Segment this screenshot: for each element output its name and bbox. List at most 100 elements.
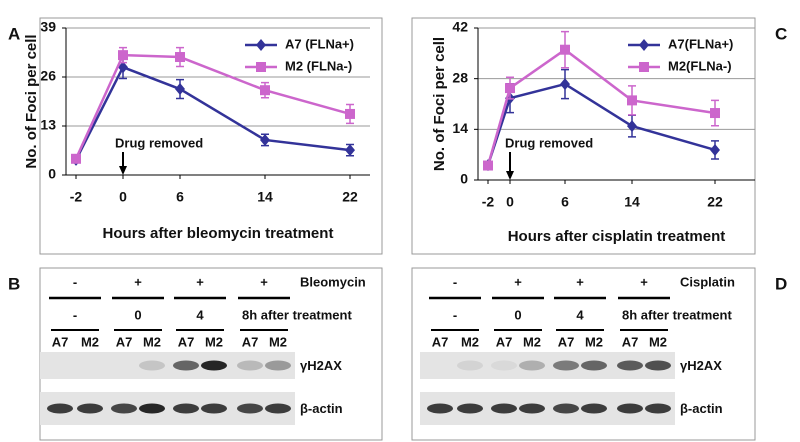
treatment-sign: -: [453, 274, 457, 289]
x-axis-label: Hours after bleomycin treatment: [103, 225, 334, 242]
x-tick-label: -2: [482, 194, 495, 210]
timepoint: 0: [514, 307, 521, 322]
data-point: [260, 133, 270, 146]
lane-label: M2: [523, 334, 541, 349]
blot-band: [265, 360, 291, 371]
y-axis-label: No. of Foci per cell: [23, 34, 40, 168]
panel-label: B: [8, 274, 20, 293]
blot-band: [139, 403, 165, 414]
treatment-sign: +: [260, 274, 268, 289]
x-tick-label: 14: [624, 194, 640, 210]
blot-band: [201, 360, 227, 371]
blot-band: [553, 403, 579, 414]
x-tick-label: -2: [70, 189, 83, 205]
legend-label: M2 (FLNa-): [285, 58, 352, 73]
data-point: [345, 108, 355, 119]
row-label: γH2AX: [680, 358, 722, 373]
x-tick-label: 6: [176, 189, 184, 205]
row-label: β-actin: [680, 401, 723, 416]
data-point: [627, 95, 637, 106]
timepoint: 4: [576, 307, 584, 322]
lane-label: M2: [269, 334, 287, 349]
panel-label: A: [8, 24, 20, 43]
legend-marker: [256, 62, 266, 72]
legend-label: A7(FLNa+): [668, 36, 733, 51]
lane-label: M2: [143, 334, 161, 349]
legend-label: A7 (FLNa+): [285, 36, 354, 51]
row-label: β-actin: [300, 401, 343, 416]
data-point: [710, 143, 720, 156]
blot-band: [645, 360, 671, 371]
lane-label: A7: [242, 334, 259, 349]
blot-band: [111, 403, 137, 414]
x-tick-label: 14: [257, 189, 273, 205]
x-tick-label: 0: [119, 189, 127, 205]
blot-band: [139, 360, 165, 371]
blot-band: [553, 360, 579, 371]
panel-frame: [39, 17, 383, 255]
data-point: [71, 153, 81, 164]
lane-label: M2: [461, 334, 479, 349]
lane-label: A7: [496, 334, 513, 349]
data-point: [560, 44, 570, 55]
lane-label: A7: [432, 334, 449, 349]
x-tick-label: 6: [561, 194, 569, 210]
blot-band: [519, 360, 545, 371]
treatment-sign: +: [514, 274, 522, 289]
blot-band: [237, 360, 263, 371]
blot-band: [581, 360, 607, 371]
blot-band: [519, 403, 545, 414]
x-axis-label: Hours after cisplatin treatment: [508, 228, 726, 245]
blot-band: [617, 403, 643, 414]
blot-band: [237, 403, 263, 414]
timepoint: 4: [196, 307, 204, 322]
blot-band: [457, 403, 483, 414]
y-tick-label: 14: [452, 120, 468, 136]
row-label: γH2AX: [300, 358, 342, 373]
lane-label: M2: [585, 334, 603, 349]
legend-label: M2(FLNa-): [668, 58, 732, 73]
blot-band: [47, 403, 73, 414]
treatment-sign: +: [196, 274, 204, 289]
x-tick-label: 0: [506, 194, 514, 210]
lane-label: M2: [649, 334, 667, 349]
lane-label: A7: [52, 334, 69, 349]
blot-band: [617, 360, 643, 371]
timepoint: -: [453, 307, 457, 322]
blot-band: [427, 403, 453, 414]
blot-band: [201, 403, 227, 414]
treatment-sign: +: [134, 274, 142, 289]
data-point: [560, 78, 570, 91]
data-point: [710, 108, 720, 119]
timepoint: 8h after treatment: [622, 307, 732, 322]
panel-label: C: [775, 24, 787, 43]
annotation: Drug removed: [115, 135, 203, 150]
y-tick-label: 39: [40, 19, 56, 35]
lane-label: A7: [116, 334, 133, 349]
x-tick-label: 22: [707, 194, 723, 210]
data-point: [483, 160, 493, 171]
blot-band: [77, 403, 103, 414]
data-point: [118, 50, 128, 61]
treatment-label: Bleomycin: [300, 274, 366, 289]
annotation: Drug removed: [505, 135, 593, 150]
treatment-label: Cisplatin: [680, 274, 735, 289]
blot-strip: [40, 352, 295, 379]
blot-band: [645, 403, 671, 414]
blot-band: [457, 360, 483, 371]
y-tick-label: 26: [40, 68, 56, 84]
timepoint: 0: [134, 307, 141, 322]
blot-band: [173, 360, 199, 371]
data-point: [175, 52, 185, 63]
data-point: [260, 85, 270, 96]
blot-band: [491, 403, 517, 414]
data-point: [627, 120, 637, 133]
lane-label: M2: [205, 334, 223, 349]
blot-band: [491, 360, 517, 371]
y-tick-label: 28: [452, 69, 468, 85]
legend-marker: [256, 39, 266, 51]
timepoint: -: [73, 307, 77, 322]
panel-label: D: [775, 274, 787, 293]
blot-band: [173, 403, 199, 414]
